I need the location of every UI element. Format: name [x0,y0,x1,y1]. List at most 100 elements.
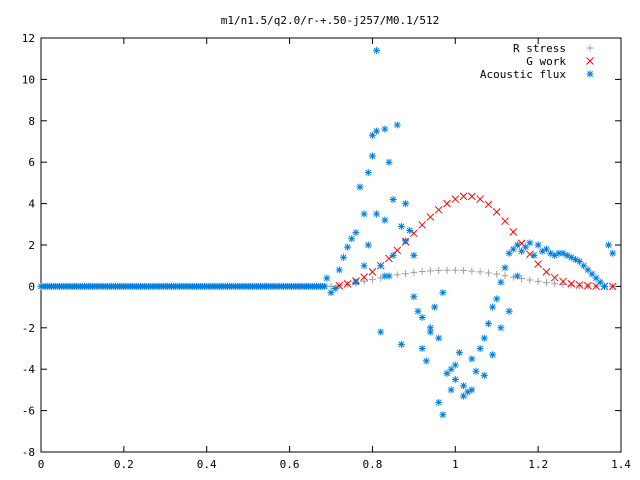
acoustic-flux-point [352,278,360,286]
r-stress-point-shape [534,277,542,285]
acoustic-flux-point [563,251,571,259]
r-stress-point [476,268,484,276]
acoustic-flux-point-shape [551,251,559,259]
acoustic-flux-point [439,411,447,419]
acoustic-flux-point-shape [373,127,381,135]
acoustic-flux-point-shape [505,249,513,257]
acoustic-flux-point-shape [501,264,509,272]
acoustic-flux-point-shape [389,251,397,259]
acoustic-flux-point [381,272,389,280]
acoustic-flux-point-shape [542,245,550,253]
g-work-point-shape [451,195,460,203]
acoustic-flux-point-shape [472,367,480,375]
acoustic-flux-point-shape [327,289,335,297]
acoustic-flux-point [605,241,613,249]
acoustic-flux-point [509,245,517,253]
g-work-point [443,199,451,208]
g-work-point [418,221,426,229]
acoustic-flux-point-shape [385,272,393,280]
acoustic-flux-point [493,295,501,303]
acoustic-flux-point [501,264,509,272]
acoustic-flux-point [377,328,385,336]
acoustic-flux-point [339,253,347,261]
acoustic-flux-point [576,258,584,266]
acoustic-flux-point [323,274,331,282]
acoustic-flux-point-shape [443,369,451,377]
r-stress-point [567,281,575,289]
g-work-point-shape [492,208,501,216]
x-tick-label: 1.2 [528,458,548,471]
acoustic-flux-point [397,222,405,230]
acoustic-flux-point [580,262,588,270]
acoustic-flux-point-shape [402,237,410,245]
y-tick-label: 12 [22,32,35,45]
acoustic-flux-point [460,392,468,400]
r-stress-point-shape [368,276,376,284]
acoustic-flux-point [513,272,521,280]
acoustic-flux-point-shape [364,169,372,177]
r-stress-point [484,269,492,277]
acoustic-flux-point [489,351,497,359]
r-stress-point-shape [484,269,492,277]
r-stress-point-shape [402,270,410,278]
legend-marker-acoustic-flux [586,70,594,78]
acoustic-flux-point-shape [451,361,459,369]
acoustic-flux-point-shape [455,349,463,357]
acoustic-flux-point-shape [567,253,575,261]
acoustic-flux-point-shape [377,262,385,270]
g-work-point-shape [567,279,576,288]
legend-marker-acoustic-flux-shape [586,70,594,78]
acoustic-flux-point-shape [368,152,376,160]
acoustic-flux-point-shape [385,158,393,166]
acoustic-flux-point-shape [352,278,360,286]
acoustic-flux-point-shape [381,216,389,224]
acoustic-flux-point [505,307,513,315]
r-stress-point [551,280,559,288]
acoustic-flux-point [447,365,455,373]
g-work-point [501,217,509,226]
acoustic-flux-point-shape [530,251,538,259]
r-stress-point-shape [393,271,401,279]
g-work-point-shape [360,273,368,281]
acoustic-flux-point-shape [447,365,455,373]
g-work-point-shape [584,281,592,290]
acoustic-flux-point-shape [377,328,385,336]
acoustic-flux-point-shape [356,183,364,191]
acoustic-flux-point-shape [555,249,563,257]
r-stress-point [393,271,401,279]
r-stress-point [418,267,426,275]
r-stress-point [526,276,534,284]
acoustic-flux-point-shape [393,121,401,129]
acoustic-flux-baseline-point [321,282,329,290]
acoustic-flux-point-shape [381,125,389,133]
acoustic-flux-point-shape [592,274,600,282]
acoustic-flux-point-shape [406,227,414,235]
g-work-point [492,208,501,216]
g-work-point-shape [459,192,468,201]
acoustic-flux-point [443,369,451,377]
acoustic-flux-point [571,255,579,263]
r-stress-point-shape [360,277,368,285]
g-work-point-shape [534,260,542,268]
r-stress-point [542,279,550,287]
acoustic-flux-point-shape [584,266,592,274]
y-tick-label: 8 [28,115,35,128]
acoustic-flux-point-shape [480,371,488,379]
acoustic-flux-point [480,371,488,379]
acoustic-flux-point [584,266,592,274]
acoustic-flux-point [373,46,381,54]
r-stress-point-shape [509,273,517,281]
g-work-point [567,279,576,288]
acoustic-flux-point [381,216,389,224]
acoustic-flux-point [381,125,389,133]
acoustic-flux-point [410,251,418,259]
legend-marker-g-work-shape [586,57,594,65]
acoustic-flux-point [489,303,497,311]
r-stress-point-shape [526,276,534,284]
acoustic-flux-point-shape [484,320,492,328]
g-work-point [559,277,567,286]
r-stress-point-shape [460,266,468,274]
acoustic-flux-point [426,324,434,332]
g-work-point [360,273,368,281]
acoustic-flux-point [368,152,376,160]
